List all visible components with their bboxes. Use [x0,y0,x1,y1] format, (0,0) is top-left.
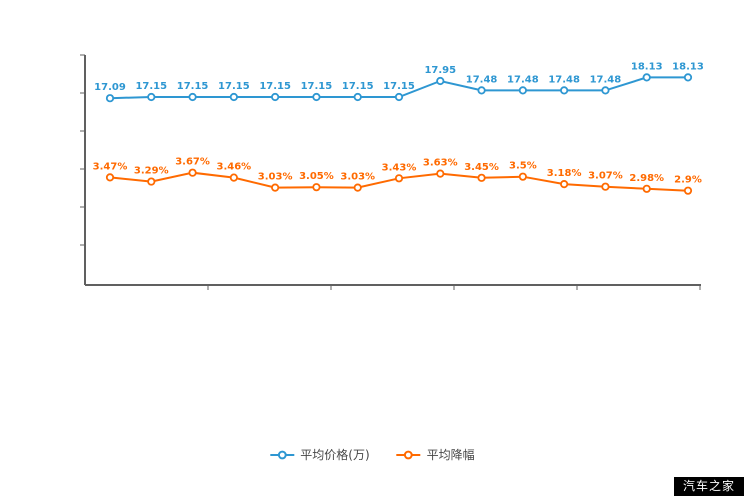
data-point [271,183,280,192]
data-point [560,86,569,95]
data-label: 3.46% [217,162,252,173]
data-point [601,182,610,191]
data-point [229,92,238,102]
legend-item-avg-discount[interactable]: 平均降幅 [396,446,475,463]
data-point [105,94,115,103]
data-label: 17.15 [383,81,415,92]
data-point [147,92,156,102]
legend-label-avg-price: 平均价格(万) [300,448,370,462]
data-label: 3.05% [299,171,334,182]
data-label: 18.13 [631,61,663,72]
data-point [353,183,362,192]
data-point [642,73,651,82]
data-point [642,184,651,193]
data-label: 3.29% [134,166,169,177]
data-point [188,92,197,102]
data-label: 2.9% [674,175,702,186]
line-chart-canvas: 17.09 17.15 17.15 17.15 17.15 17.15 17.15 17.15… [80,54,704,290]
data-point [105,173,115,182]
chart-legend: 平均价格(万) 平均降幅 [269,446,475,463]
data-label: 17.15 [342,81,374,92]
data-label: 17.48 [548,74,580,85]
data-point [312,92,321,102]
data-point [271,92,280,102]
data-point [188,168,197,177]
data-point [601,86,610,95]
data-point [436,169,445,178]
data-label: 3.47% [93,161,128,172]
data-label: 2.98% [629,173,664,184]
data-point [518,172,527,181]
autohome-watermark: 汽车之家 [673,477,744,496]
data-point [683,73,693,82]
data-label: 3.43% [382,162,417,173]
data-label: 3.63% [423,158,458,169]
x-axis-ticks [207,285,701,290]
data-label: 3.5% [509,161,537,172]
data-label: 17.95 [424,65,456,76]
data-point [683,186,693,195]
data-point [436,76,445,86]
data-point [518,86,527,95]
data-point [477,86,486,95]
data-point [312,183,321,192]
data-label: 17.15 [218,81,250,92]
data-label: 17.48 [590,74,622,85]
y-axis-ticks [80,54,85,246]
data-label: 17.15 [259,81,291,92]
data-point [560,180,569,189]
data-label: 3.03% [258,172,293,183]
data-point [229,173,238,182]
data-label: 18.13 [672,61,704,72]
legend-marker-avg-price-icon [270,450,295,459]
data-point [394,92,404,102]
data-label: 3.18% [547,168,582,179]
legend-item-avg-price[interactable]: 平均价格(万) [269,446,370,463]
data-point [394,174,404,183]
data-label: 3.67% [175,157,210,168]
data-label: 17.48 [466,74,498,85]
data-label: 17.15 [135,81,167,92]
legend-label-avg-discount: 平均降幅 [426,448,475,462]
data-label: 3.03% [340,172,375,183]
data-label: 17.15 [177,81,209,92]
data-label: 17.15 [301,81,333,92]
data-label: 3.07% [588,171,623,182]
data-point [353,92,362,102]
data-label: 17.09 [94,82,126,93]
data-point [477,173,486,182]
legend-marker-avg-discount-icon [396,450,421,459]
data-point [147,177,156,186]
data-label: 17.48 [507,74,539,85]
data-label: 3.45% [464,162,499,173]
